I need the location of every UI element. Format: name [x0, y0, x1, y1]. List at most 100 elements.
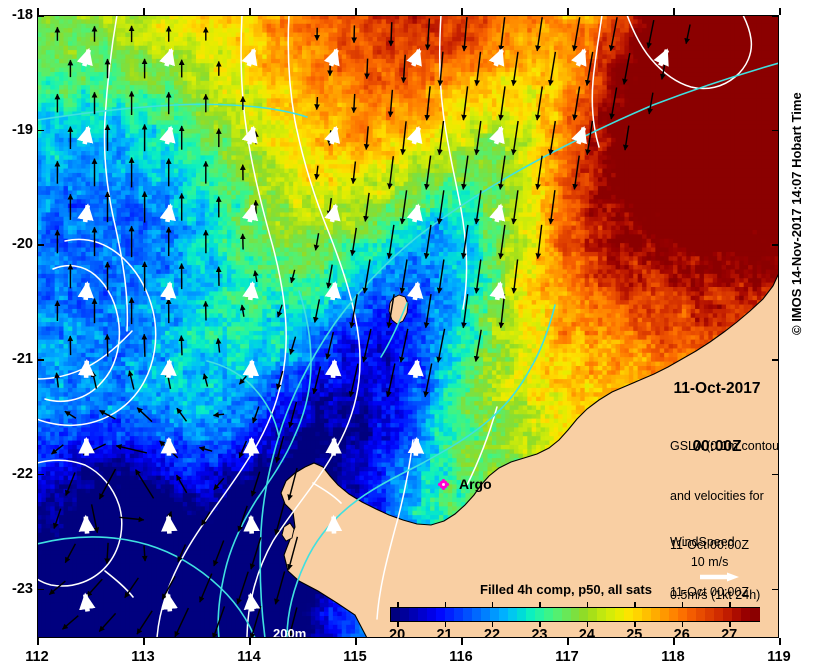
- wind-legend-line-1: WindSpeed: [670, 534, 749, 551]
- x-tick: [673, 8, 675, 15]
- colorbar-segment: [696, 608, 707, 621]
- depth-legend: 200m 1000m: [273, 587, 325, 638]
- wind-legend: WindSpeed 11-Oct 00:00Z: [670, 501, 749, 633]
- colorbar-label: 20: [389, 627, 405, 638]
- colorbar-label: 25: [626, 627, 642, 638]
- y-axis-label: -20: [0, 236, 33, 252]
- gsla-legend-line-4: 0.5m/s (1kt 24h): [670, 587, 779, 604]
- argo-marker-icon: [438, 479, 449, 490]
- isobath-1000m: [37, 62, 779, 638]
- x-axis-label: 112: [25, 649, 48, 665]
- gsla-legend: GSLA (0.1m contours) and velocities for …: [670, 405, 779, 638]
- colorbar-segment: [570, 608, 581, 621]
- colorbar-segment: [534, 608, 545, 621]
- colorbar-segment: [444, 608, 456, 621]
- x-tick: [355, 8, 357, 15]
- x-axis-label: 116: [449, 649, 472, 665]
- colorbar-segment: [489, 608, 500, 621]
- colorbar-label: 21: [436, 627, 452, 638]
- wind-scale-arrow-icon: [699, 572, 739, 582]
- y-tick: [772, 15, 779, 17]
- colorbar-label: 22: [484, 627, 500, 638]
- wind-speed-arrows: [76, 47, 670, 612]
- colorbar-label: 23: [531, 627, 547, 638]
- colorbar-tick: [444, 602, 446, 607]
- y-axis-label: -18: [0, 7, 33, 23]
- x-axis-label: 119: [767, 649, 790, 665]
- y-axis-label: -19: [0, 122, 33, 138]
- colorbar-segment: [651, 608, 662, 621]
- x-tick: [37, 8, 39, 15]
- colorbar-tick: [397, 622, 399, 627]
- colorbar-segment: [417, 608, 429, 621]
- y-axis-label: -21: [0, 351, 33, 367]
- x-axis-label: 117: [555, 649, 578, 665]
- x-tick: [461, 8, 463, 15]
- colorbar-segment: [579, 608, 590, 621]
- colorbar-tick: [681, 622, 684, 627]
- x-tick: [249, 8, 251, 15]
- colorbar-segment: [426, 608, 438, 621]
- x-tick: [567, 8, 569, 15]
- gsla-legend-line-1: GSLA (0.1m contours): [670, 438, 779, 455]
- colorbar-segment: [543, 608, 554, 621]
- y-tick: [37, 359, 44, 361]
- vector-layer: [48, 17, 691, 638]
- colorbar-segment: [561, 608, 572, 621]
- colorbar-segment: [597, 608, 608, 621]
- colorbar-segment: [741, 608, 752, 621]
- y-tick: [772, 244, 779, 246]
- y-axis-label: -22: [0, 466, 33, 482]
- gsla-contours: [37, 15, 753, 638]
- x-tick: [673, 638, 675, 645]
- x-tick: [779, 8, 781, 15]
- map-plot-area[interactable]: 11-Oct-2017 00:00Z GSLA (0.1m contours) …: [37, 15, 779, 638]
- x-tick: [37, 638, 39, 645]
- colorbar-tick: [491, 622, 494, 627]
- colorbar-tick: [539, 602, 541, 607]
- colorbar-segment: [678, 608, 689, 621]
- colorbar-tick: [444, 622, 446, 627]
- x-tick: [567, 638, 569, 645]
- colorbar-segment: [516, 608, 527, 621]
- y-tick: [37, 473, 44, 476]
- x-axis-label: 115: [343, 649, 366, 665]
- y-axis-label: -23: [0, 581, 33, 597]
- colorbar-segment: [723, 608, 734, 621]
- y-tick: [772, 588, 779, 591]
- colorbar-tick: [634, 622, 636, 627]
- time-line: 00:00Z: [652, 437, 779, 456]
- colorbar-segment: [660, 608, 671, 621]
- colorbar-tick: [539, 622, 541, 627]
- island-path-2: [281, 522, 295, 542]
- colorbar-tick: [634, 602, 636, 607]
- land-mask-layer: [280, 258, 779, 638]
- island-path: [388, 294, 409, 325]
- colorbar-segment: [714, 608, 725, 621]
- date-line: 11-Oct-2017: [652, 379, 779, 398]
- colorbar-segment: [705, 608, 716, 621]
- y-tick: [37, 129, 44, 132]
- x-axis-label: 113: [131, 649, 154, 665]
- colorbar-tick: [729, 622, 731, 627]
- x-tick: [355, 638, 357, 645]
- colorbar-label: 24: [579, 627, 595, 638]
- depth-legend-200m: 200m: [273, 625, 325, 638]
- isobath-200m: [104, 482, 342, 598]
- colorbar-segment: [507, 608, 518, 621]
- wind-legend-line-2: 11-Oct 00:00Z: [670, 584, 749, 601]
- colorbar-segment: [480, 608, 491, 621]
- colorbar-segment: [471, 608, 483, 621]
- surface-velocity-arrows: [48, 17, 691, 638]
- colorbar[interactable]: [390, 607, 761, 622]
- colorbar-segment: [615, 608, 626, 621]
- colorbar-tick: [586, 622, 589, 627]
- wind-scale: 10 m/s: [670, 541, 747, 597]
- x-tick: [143, 8, 145, 15]
- colorbar-segment: [642, 608, 653, 621]
- colorbar-segment: [669, 608, 680, 621]
- colorbar-tick: [586, 602, 589, 607]
- colorbar-segment: [391, 608, 402, 621]
- colorbar-tick: [491, 602, 494, 607]
- colorbar-segment: [588, 608, 599, 621]
